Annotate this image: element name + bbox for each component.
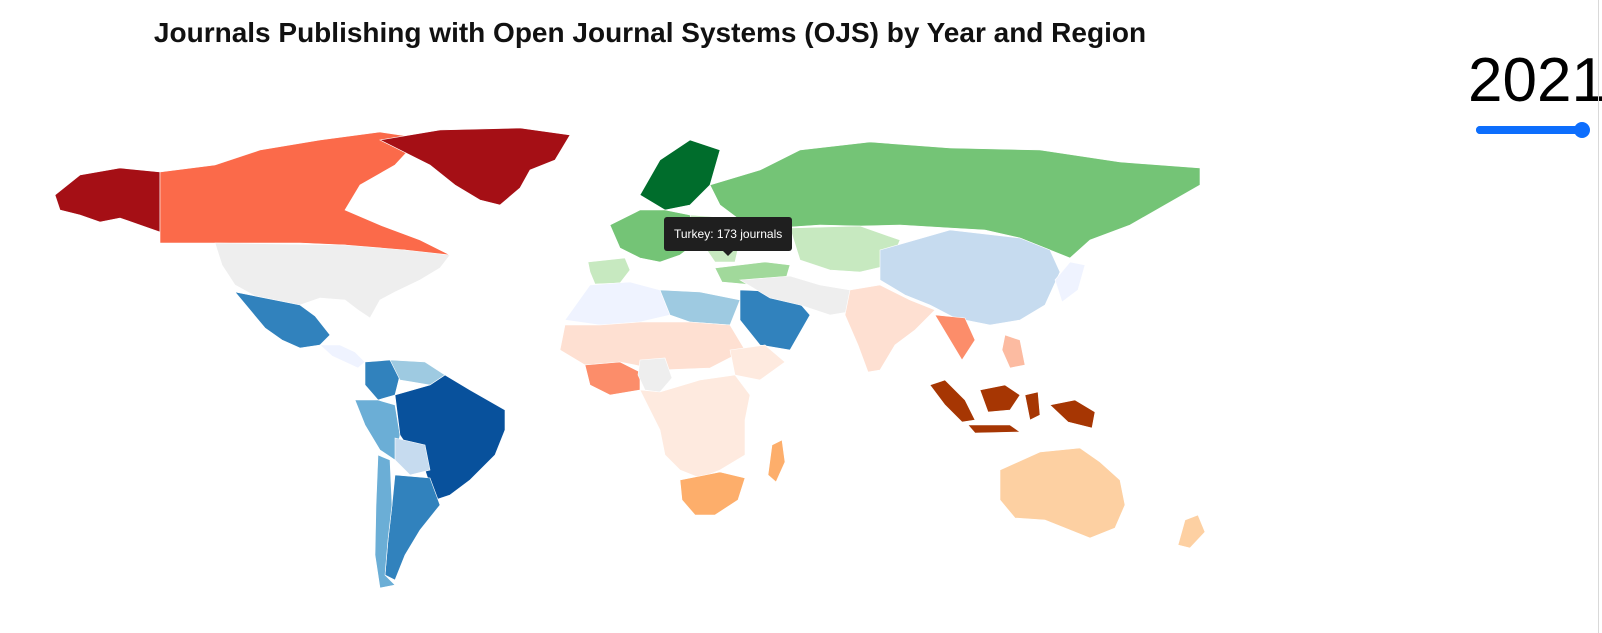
country-united-states[interactable]: Greenland xyxy=(214,242,451,319)
region-central-africa[interactable]: Japan xyxy=(639,374,751,479)
chart-title: Journals Publishing with Open Journal Sy… xyxy=(153,17,1147,48)
region-west-africa[interactable]: South Africa xyxy=(584,361,641,396)
country-canada[interactable]: Canada xyxy=(159,131,451,259)
country-spain[interactable]: Eastern Europe xyxy=(587,257,631,285)
world-map[interactable]: Alaska Canada United States Greenland Me… xyxy=(0,0,1300,633)
country-philippines[interactable]: Ethiopia xyxy=(1001,334,1026,369)
country-ethiopia[interactable]: China xyxy=(729,344,786,381)
island-sulawesi[interactable]: Sulawesi xyxy=(1024,391,1041,421)
country-shapes: Alaska Canada United States Greenland Me… xyxy=(54,127,1206,589)
country-kazakhstan[interactable]: Kazakhstan xyxy=(789,225,901,273)
country-japan[interactable]: Egypt xyxy=(1054,261,1086,303)
country-south-africa[interactable]: Thailand xyxy=(679,471,746,516)
country-chile[interactable]: Chile xyxy=(374,454,396,589)
year-display: 2021 xyxy=(1468,46,1602,115)
country-egypt[interactable]: Iran xyxy=(659,289,741,326)
map-tooltip: Turkey: 173 journals xyxy=(664,217,793,256)
island-new-guinea[interactable]: New Guinea xyxy=(1049,399,1096,429)
island-borneo[interactable]: Borneo xyxy=(979,384,1021,413)
country-greenland[interactable]: United States xyxy=(379,127,571,206)
region-sahara[interactable]: Central Africa xyxy=(559,321,746,371)
tooltip-arrow xyxy=(723,251,734,256)
region-southeast-asia[interactable]: Nigeria xyxy=(934,314,976,361)
country-india[interactable]: West Africa xyxy=(844,284,936,373)
country-argentina[interactable]: Argentina xyxy=(384,474,441,581)
country-australia[interactable]: Australia xyxy=(999,447,1126,539)
country-peru[interactable]: Peru xyxy=(354,399,401,461)
region-scandinavia[interactable]: Spain xyxy=(639,139,721,211)
tooltip-text: Turkey: 173 journals xyxy=(674,227,783,241)
country-alaska[interactable]: Alaska xyxy=(54,167,161,233)
country-bolivia[interactable]: Bolivia xyxy=(394,437,431,476)
region-north-africa[interactable]: Middle East xyxy=(564,281,671,326)
island-sumatra[interactable]: Sumatra xyxy=(929,379,976,423)
country-nigeria[interactable]: Madagascar xyxy=(637,357,673,393)
country-china[interactable]: North Africa xyxy=(879,229,1061,326)
slider-thumb[interactable] xyxy=(1574,122,1590,138)
region-central-america[interactable]: Central America xyxy=(319,344,366,369)
slider-fill xyxy=(1476,126,1582,134)
island-java[interactable]: Java xyxy=(967,424,1021,434)
panel-divider xyxy=(1598,0,1599,633)
country-madagascar[interactable]: Philippines xyxy=(767,439,786,483)
country-new-zealand[interactable]: New Zealand xyxy=(1177,514,1206,549)
country-russia[interactable]: Russia xyxy=(709,141,1201,259)
year-slider[interactable] xyxy=(1476,122,1590,138)
